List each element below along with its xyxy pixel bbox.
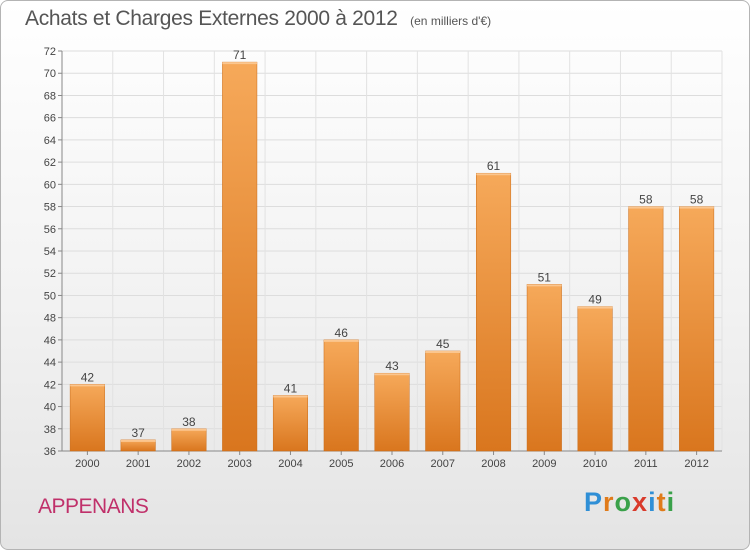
x-tick-label: 2011 (634, 458, 658, 470)
bar-value-label: 42 (81, 370, 95, 384)
x-tick-label: 2010 (583, 458, 607, 470)
bar-value-label: 43 (385, 359, 399, 373)
bar (222, 61, 258, 452)
bar-value-label: 41 (284, 381, 298, 395)
bar (476, 172, 512, 452)
x-tick-label: 2000 (75, 458, 99, 470)
bar-highlight (70, 384, 105, 387)
labels: 36 38 40 42 44 46 48 50 52 54 56 58 60 62 64 66 68 70 72 42… (44, 46, 709, 470)
bar-value-label: 71 (233, 48, 247, 62)
bar (171, 428, 207, 452)
bar-highlight (374, 373, 410, 376)
commune-name: APPENANS (38, 495, 149, 518)
y-tick-label: 60 (44, 179, 56, 191)
bar-highlight (273, 395, 308, 398)
y-tick-label: 42 (44, 379, 56, 391)
y-tick-label: 44 (44, 357, 56, 369)
bar-value-label: 37 (131, 426, 145, 440)
bar (374, 372, 410, 452)
logo-letter: o (614, 487, 633, 517)
logo-letter: i (666, 487, 676, 517)
y-tick-label: 54 (44, 246, 56, 258)
x-tick-label: 2005 (329, 458, 353, 470)
bar (69, 384, 105, 452)
y-tick-label: 48 (44, 313, 56, 325)
bar (272, 395, 308, 452)
logo-letter: x (632, 487, 649, 517)
y-tick-label: 68 (44, 90, 56, 102)
bar (577, 306, 613, 452)
y-tick-label: 72 (44, 46, 56, 58)
bar-highlight (628, 206, 664, 209)
bar-value-label: 46 (335, 326, 349, 340)
proxiti-logo[interactable]: Proxiti (584, 487, 675, 518)
bar (628, 206, 664, 452)
bar-value-label: 51 (538, 270, 552, 284)
bar-value-label: 58 (639, 193, 653, 207)
x-tick-label: 2003 (227, 458, 251, 470)
y-tick-label: 66 (44, 113, 56, 125)
y-tick-label: 62 (44, 157, 56, 169)
bar-value-label: 45 (436, 337, 450, 351)
x-tick-label: 2004 (278, 458, 302, 470)
bar-value-label: 49 (588, 293, 602, 307)
bar-highlight (679, 206, 714, 209)
bar-highlight (476, 173, 511, 176)
y-tick-label: 70 (44, 68, 56, 80)
bar (323, 339, 359, 452)
bar-value-label: 61 (487, 159, 501, 173)
chart-title: Achats et Charges Externes 2000 à 2012 (25, 7, 398, 30)
x-tick-label: 2007 (431, 458, 455, 470)
bar-highlight (425, 351, 461, 353)
x-tick-label: 2008 (481, 458, 505, 470)
y-tick-label: 46 (44, 335, 56, 347)
logo-letter: r (603, 487, 615, 517)
y-tick-label: 58 (44, 202, 56, 214)
bar-highlight (323, 339, 359, 342)
x-tick-label: 2006 (380, 458, 404, 470)
y-tick-label: 56 (44, 224, 56, 236)
chart-subtitle: (en milliers d'€) (410, 14, 492, 28)
bar-value-label: 38 (182, 415, 196, 429)
y-tick-label: 36 (44, 446, 56, 458)
x-tick-label: 2012 (684, 458, 708, 470)
y-tick-label: 52 (44, 268, 56, 280)
bar (679, 206, 715, 452)
y-tick-label: 64 (44, 135, 56, 147)
bar-highlight (120, 439, 156, 442)
bar-highlight (527, 284, 562, 287)
y-tick-label: 50 (44, 290, 56, 302)
x-tick-label: 2009 (532, 458, 556, 470)
bar (425, 350, 461, 452)
logo-letter: t (656, 487, 667, 517)
y-tick-label: 40 (44, 402, 56, 414)
y-tick-label: 38 (44, 424, 56, 436)
logo-letter: P (584, 487, 604, 517)
x-tick-label: 2002 (177, 458, 201, 470)
bar-highlight (222, 62, 257, 65)
x-tick-label: 2001 (126, 458, 150, 470)
bar-highlight (577, 306, 613, 309)
title-row: Achats et Charges Externes 2000 à 2012 (… (25, 7, 491, 31)
logo-letter: i (648, 487, 657, 517)
bar-highlight (171, 428, 207, 431)
bar-value-label: 58 (690, 193, 704, 207)
bars (69, 61, 715, 452)
bar (526, 284, 562, 452)
